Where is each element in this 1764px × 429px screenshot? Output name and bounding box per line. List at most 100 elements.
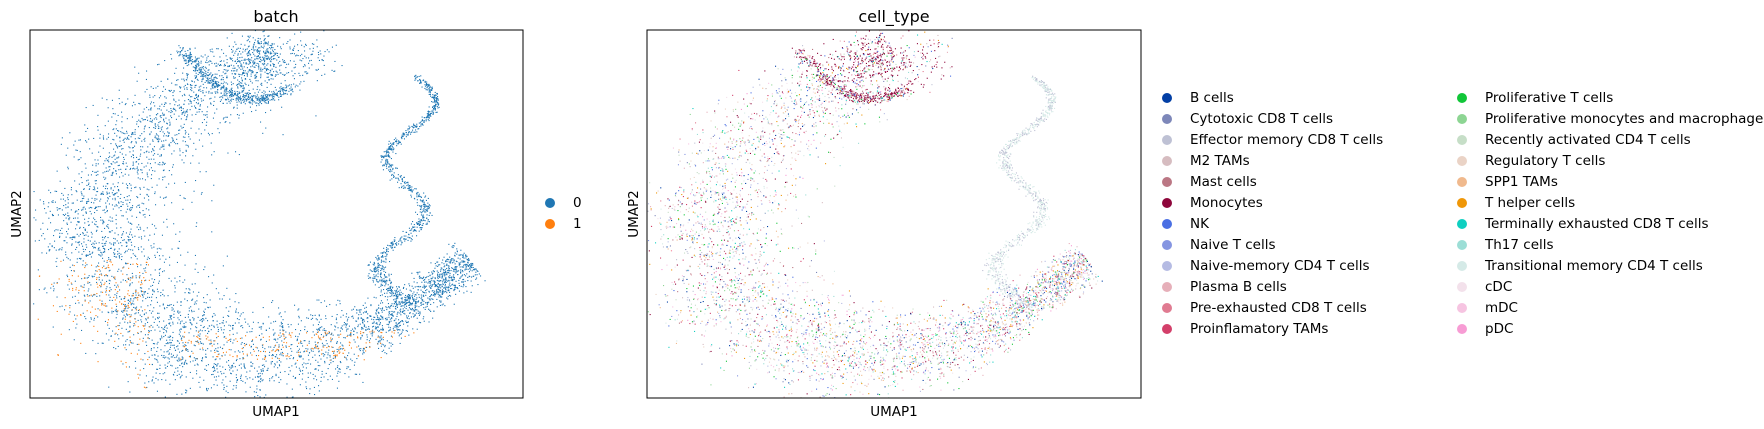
scatter-point bbox=[282, 94, 284, 96]
scatter-point bbox=[449, 291, 451, 293]
scatter-point bbox=[262, 368, 264, 370]
scatter-point bbox=[419, 199, 421, 201]
scatter-point bbox=[448, 261, 450, 263]
scatter-point bbox=[425, 120, 427, 122]
scatter-point bbox=[397, 312, 399, 314]
scatter-point bbox=[449, 274, 451, 276]
scatter-point bbox=[373, 331, 375, 333]
scatter-point bbox=[136, 156, 138, 158]
scatter-point bbox=[246, 371, 248, 373]
scatter-point bbox=[258, 63, 260, 65]
scatter-point bbox=[84, 163, 86, 165]
scatter-point bbox=[413, 124, 415, 126]
scatter-point bbox=[134, 138, 136, 140]
scatter-point bbox=[395, 243, 397, 245]
scatter-point bbox=[90, 174, 92, 176]
scatter-point bbox=[145, 271, 147, 273]
scatter-point bbox=[168, 132, 170, 134]
scatter-point bbox=[109, 269, 111, 271]
scatter-point bbox=[212, 74, 214, 76]
scatter-point bbox=[398, 140, 400, 142]
scatter-point bbox=[429, 91, 431, 93]
scatter-point bbox=[201, 79, 203, 81]
scatter-point bbox=[301, 364, 303, 366]
scatter-point bbox=[484, 280, 486, 282]
scatter-point bbox=[380, 276, 382, 278]
scatter-point bbox=[291, 396, 293, 398]
scatter-point bbox=[77, 213, 79, 215]
scatter-point bbox=[193, 97, 195, 99]
scatter-point bbox=[321, 349, 323, 351]
scatter-point bbox=[265, 41, 267, 43]
scatter-point bbox=[249, 58, 251, 60]
scatter-point bbox=[97, 126, 99, 128]
scatter-point bbox=[394, 325, 396, 327]
scatter-point bbox=[190, 53, 192, 55]
scatter-point bbox=[77, 242, 79, 244]
scatter-point bbox=[161, 337, 163, 339]
scatter-point bbox=[172, 356, 174, 358]
scatter-point bbox=[280, 86, 282, 88]
panel-batch: batch UMAP1 UMAP2 bbox=[9, 7, 524, 420]
scatter-point bbox=[69, 217, 71, 219]
scatter-point bbox=[438, 289, 440, 291]
scatter-point bbox=[139, 155, 141, 157]
scatter-point bbox=[251, 82, 253, 84]
scatter-point bbox=[215, 83, 217, 85]
scatter-point bbox=[239, 57, 241, 59]
scatter-point bbox=[251, 111, 253, 113]
scatter-point bbox=[433, 280, 435, 282]
scatter-point bbox=[183, 54, 185, 56]
scatter-point bbox=[136, 168, 138, 170]
scatter-point bbox=[254, 396, 256, 398]
scatter-point bbox=[334, 325, 336, 327]
scatter-point bbox=[252, 61, 254, 63]
scatter-point bbox=[229, 339, 231, 341]
scatter-point bbox=[420, 297, 422, 299]
scatter-point bbox=[436, 291, 438, 293]
scatter-point bbox=[156, 301, 158, 303]
scatter-point bbox=[125, 280, 127, 282]
scatter-point bbox=[388, 140, 390, 142]
scatter-point bbox=[163, 355, 165, 357]
scatter-point bbox=[256, 99, 258, 101]
scatter-point bbox=[318, 350, 320, 352]
scatter-point bbox=[172, 354, 174, 356]
scatter-point bbox=[124, 133, 126, 135]
scatter-point bbox=[423, 201, 425, 203]
scatter-point bbox=[116, 205, 118, 207]
scatter-point bbox=[81, 182, 83, 184]
scatter-point bbox=[115, 256, 117, 258]
scatter-point bbox=[124, 316, 126, 318]
scatter-point bbox=[388, 146, 390, 148]
scatter-point bbox=[112, 171, 114, 173]
scatter-point bbox=[239, 351, 241, 353]
scatter-point bbox=[419, 271, 421, 273]
scatter-point bbox=[393, 142, 395, 144]
scatter-point bbox=[110, 163, 112, 165]
scatter-point bbox=[265, 360, 267, 362]
scatter-point bbox=[159, 305, 161, 307]
scatter-point bbox=[214, 73, 216, 75]
scatter-point bbox=[386, 255, 388, 257]
scatter-point bbox=[202, 327, 204, 329]
scatter-point bbox=[383, 274, 385, 276]
scatter-point bbox=[168, 132, 170, 134]
scatter-point bbox=[337, 372, 339, 374]
scatter-point bbox=[199, 333, 201, 335]
scatter-point bbox=[243, 364, 245, 366]
scatter-point bbox=[324, 51, 326, 53]
scatter-point bbox=[67, 199, 69, 201]
scatter-point bbox=[414, 309, 416, 311]
scatter-point bbox=[388, 163, 390, 165]
scatter-point bbox=[139, 287, 141, 289]
scatter-point bbox=[273, 96, 275, 98]
scatter-point bbox=[131, 277, 133, 279]
scatter-point bbox=[307, 376, 309, 378]
scatter-point bbox=[375, 275, 377, 277]
scatter-point bbox=[187, 349, 189, 351]
scatter-point bbox=[364, 311, 366, 313]
scatter-point bbox=[88, 188, 90, 190]
scatter-point bbox=[315, 346, 317, 348]
scatter-point bbox=[231, 51, 233, 53]
